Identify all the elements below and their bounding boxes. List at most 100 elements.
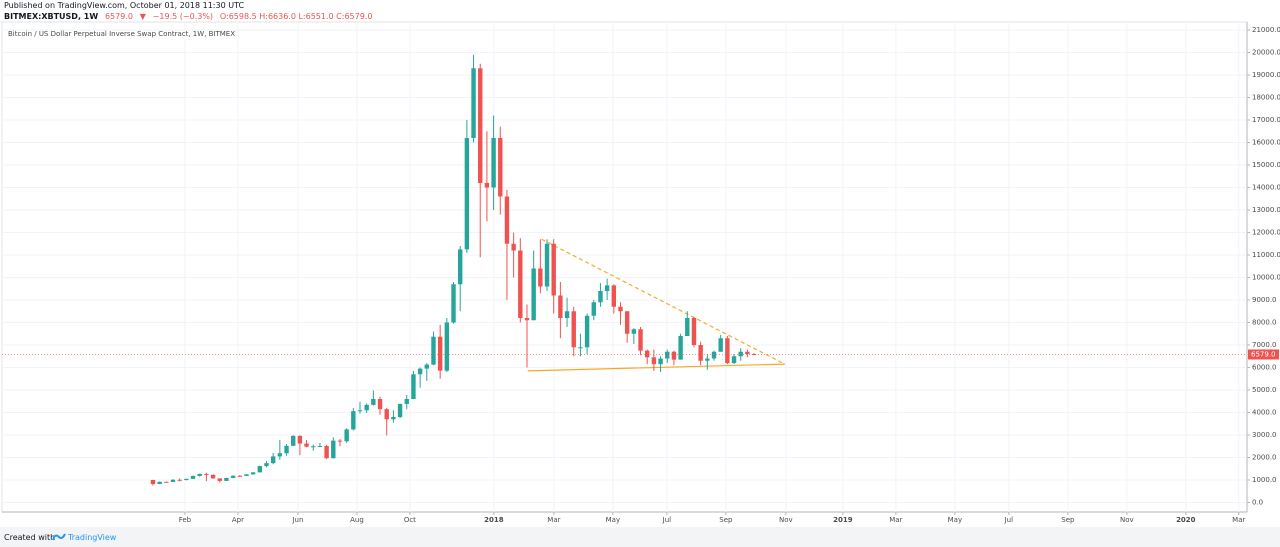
trend-line bbox=[527, 363, 785, 372]
x-tick-label: May bbox=[606, 516, 620, 524]
candle-body bbox=[371, 399, 376, 405]
candle-body bbox=[237, 475, 242, 477]
x-tick-label: Feb bbox=[179, 516, 192, 524]
candle-body bbox=[564, 311, 570, 319]
y-tick-label: 8000.0 bbox=[1252, 319, 1277, 327]
candle-body bbox=[417, 368, 423, 375]
last-value: 6579.0 bbox=[104, 12, 133, 21]
candle-body bbox=[431, 336, 436, 365]
candle-body bbox=[437, 336, 443, 371]
candle-body bbox=[250, 472, 256, 475]
x-tick-label: Mar bbox=[889, 516, 902, 524]
candle-body bbox=[718, 338, 723, 352]
candle-body bbox=[304, 443, 309, 447]
candle-body bbox=[624, 311, 630, 334]
candle-body bbox=[498, 138, 503, 197]
candle-body bbox=[257, 466, 263, 473]
candle-body bbox=[177, 479, 182, 481]
candle-body bbox=[270, 456, 276, 464]
candle-body bbox=[444, 322, 450, 371]
candle-body bbox=[197, 473, 202, 476]
x-tick-label: Oct bbox=[404, 516, 416, 524]
y-tick-label: 3000.0 bbox=[1252, 431, 1277, 439]
candle-body bbox=[638, 329, 643, 351]
candle-body bbox=[578, 347, 583, 349]
published-line: Published on TradingView.com, October 01… bbox=[4, 1, 245, 10]
y-tick-label: 1000.0 bbox=[1252, 476, 1277, 484]
change: −19.5 (−0.3%) bbox=[152, 12, 214, 21]
x-tick-label: Sep bbox=[1061, 516, 1075, 524]
x-tick-label: Jul bbox=[662, 516, 672, 524]
candle-body bbox=[331, 440, 336, 459]
candle-body bbox=[170, 479, 176, 482]
candle-body bbox=[584, 315, 590, 348]
candle-body bbox=[544, 243, 550, 287]
x-tick-label: 2018 bbox=[484, 516, 504, 524]
plot-area bbox=[1, 21, 1248, 513]
candle-body bbox=[665, 351, 670, 359]
y-tick-label: 9000.0 bbox=[1252, 296, 1277, 304]
candle-body bbox=[337, 440, 343, 442]
y-tick-label: 2000.0 bbox=[1252, 454, 1277, 462]
candle-body bbox=[397, 403, 403, 418]
candle-body bbox=[471, 68, 476, 139]
candle-body bbox=[691, 318, 697, 346]
candle-body bbox=[204, 473, 209, 475]
y-tick-label: 16000.0 bbox=[1252, 139, 1280, 147]
y-tick-label: 6000.0 bbox=[1252, 364, 1277, 372]
y-tick-label: 10000.0 bbox=[1252, 274, 1280, 282]
x-tick-label: Aug bbox=[350, 516, 364, 524]
candle-body bbox=[524, 318, 530, 321]
candle-body bbox=[511, 243, 516, 251]
candle-body bbox=[751, 354, 757, 356]
x-tick-label: 2019 bbox=[833, 516, 853, 524]
candle-body bbox=[725, 338, 730, 364]
y-tick-label: 5000.0 bbox=[1252, 386, 1277, 394]
brand[interactable]: TradingView bbox=[68, 533, 117, 542]
y-tick-label: 13000.0 bbox=[1252, 206, 1280, 214]
candle-body bbox=[377, 399, 383, 410]
candle-body bbox=[277, 453, 283, 457]
candle-body bbox=[364, 404, 369, 411]
candle-body bbox=[297, 435, 303, 444]
candle-body bbox=[184, 478, 189, 481]
candle-body bbox=[291, 435, 296, 446]
x-tick-label: Apr bbox=[232, 516, 244, 524]
candle-body bbox=[484, 183, 490, 188]
candle-body bbox=[538, 268, 543, 287]
created-with: Created with bbox=[4, 533, 56, 542]
candle-body bbox=[324, 446, 329, 459]
y-tick-label: 12000.0 bbox=[1252, 229, 1280, 237]
candle-body bbox=[357, 410, 363, 412]
candle-body bbox=[745, 351, 750, 355]
candle-body bbox=[738, 351, 743, 357]
x-tick-label: Mar bbox=[547, 516, 560, 524]
x-tick-label: Mar bbox=[1232, 516, 1245, 524]
candle-body bbox=[571, 311, 576, 348]
candle-body bbox=[264, 463, 269, 467]
logo-icon bbox=[52, 533, 66, 541]
footer: Created with TradingView bbox=[0, 527, 1280, 547]
candle-body bbox=[404, 399, 409, 404]
candle-body bbox=[711, 351, 717, 359]
candle-body bbox=[210, 474, 216, 479]
candle-body bbox=[384, 409, 389, 420]
candle-body bbox=[451, 284, 456, 323]
y-tick-label: 7000.0 bbox=[1252, 341, 1277, 349]
candle-body bbox=[705, 358, 710, 361]
chart-title: Bitcoin / US Dollar Perpetual Inverse Sw… bbox=[8, 30, 235, 38]
chart: Bitcoin / US Dollar Perpetual Inverse Sw… bbox=[1, 21, 1280, 524]
last-price-box bbox=[1248, 349, 1279, 360]
candle-body bbox=[604, 285, 610, 292]
candle-body bbox=[157, 481, 162, 485]
candle-body bbox=[317, 446, 323, 448]
ohlc: O:6598.5 H:6636.0 L:6551.0 C:6579.0 bbox=[219, 12, 373, 21]
x-tick-label: Jul bbox=[1004, 516, 1014, 524]
candle-body bbox=[424, 364, 429, 369]
x-tick-label: May bbox=[948, 516, 962, 524]
candle-body bbox=[457, 249, 463, 285]
candle-body bbox=[164, 481, 169, 483]
y-tick-label: 14000.0 bbox=[1252, 184, 1280, 192]
candle-body bbox=[190, 475, 196, 479]
